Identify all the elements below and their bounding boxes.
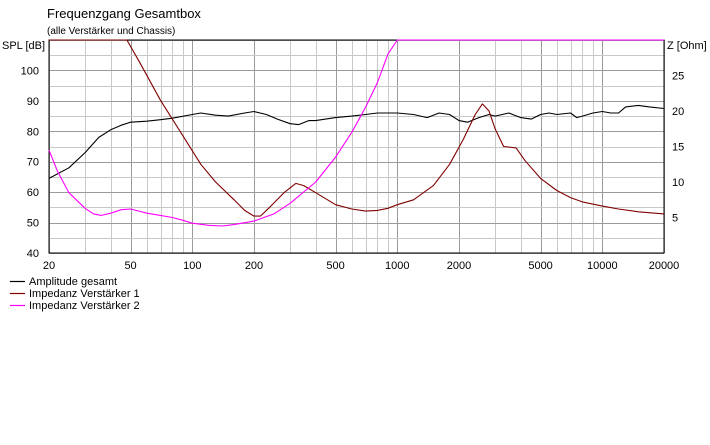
y-tick-label: 90 [27,96,39,108]
y-tick-label: 80 [27,126,39,138]
y-tick-label: 50 [27,218,39,230]
y2-tick-label: 15 [672,142,684,154]
x-tick-label: 1000 [385,260,409,272]
chart-subtitle: (alle Verstärker und Chassis) [47,26,175,37]
series-lines [48,39,665,227]
y2-axis-label: Z [Ohm] [667,40,707,52]
x-tick-label: 20000 [649,260,680,272]
y2-tick-label: 5 [672,213,678,225]
y2-tick-label: 10 [672,177,684,189]
x-tick-label: 500 [326,260,344,272]
x-tick-label: 5000 [528,260,552,272]
legend-label: Amplitude gesamt [29,276,117,288]
series-line-1 [48,104,665,179]
legend-label: Impedanz Verstärker 1 [29,288,140,300]
plot-frame [48,39,665,254]
series-line-3 [48,39,664,227]
y2-tick-labels: 25 20 15 10 5 [672,71,684,225]
y-tick-label: 40 [27,248,39,260]
x-tick-label: 2000 [447,260,471,272]
chart-grid [49,40,665,254]
y-tick-labels: 100 90 80 70 60 50 40 [21,65,39,260]
x-tick-label: 20 [43,260,55,272]
x-tick-label: 10000 [587,260,618,272]
y2-tick-label: 20 [672,106,684,118]
y-tick-label: 60 [27,187,39,199]
x-tick-label: 200 [245,260,263,272]
y-axis-label: SPL [dB] [2,40,45,52]
legend-label: Impedanz Verstärker 2 [29,300,140,312]
series-line-2 [49,39,665,217]
y2-tick-label: 25 [672,71,684,83]
x-tick-labels: 20 50 100 200 500 1000 2000 5000 10000 20000 [43,260,679,272]
chart-title: Frequenzgang Gesamtbox [47,6,201,21]
x-tick-label: 100 [183,260,201,272]
x-tick-label: 50 [124,260,136,272]
y-tick-label: 70 [27,157,39,169]
y-tick-label: 100 [21,65,39,77]
